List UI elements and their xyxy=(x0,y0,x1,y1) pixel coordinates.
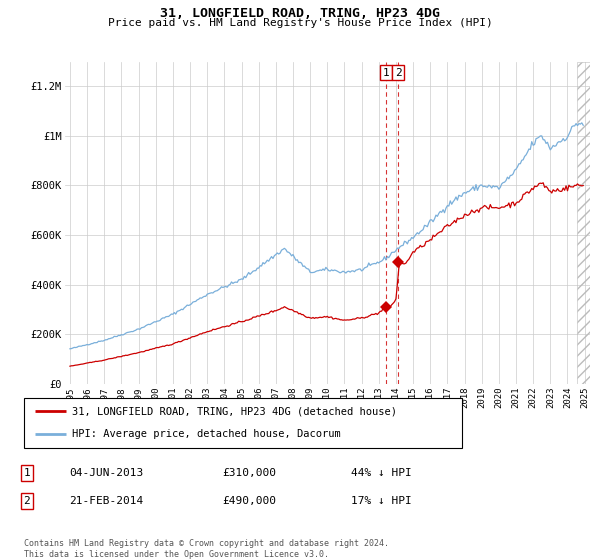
Text: 31, LONGFIELD ROAD, TRING, HP23 4DG (detached house): 31, LONGFIELD ROAD, TRING, HP23 4DG (det… xyxy=(72,406,397,416)
Text: 44% ↓ HPI: 44% ↓ HPI xyxy=(351,468,412,478)
Text: 1: 1 xyxy=(383,68,389,78)
Text: 17% ↓ HPI: 17% ↓ HPI xyxy=(351,496,412,506)
Text: 21-FEB-2014: 21-FEB-2014 xyxy=(69,496,143,506)
Text: 2: 2 xyxy=(395,68,401,78)
Text: £490,000: £490,000 xyxy=(222,496,276,506)
FancyBboxPatch shape xyxy=(24,398,462,448)
Text: £310,000: £310,000 xyxy=(222,468,276,478)
Text: HPI: Average price, detached house, Dacorum: HPI: Average price, detached house, Daco… xyxy=(72,430,341,440)
Text: 04-JUN-2013: 04-JUN-2013 xyxy=(69,468,143,478)
Text: Price paid vs. HM Land Registry's House Price Index (HPI): Price paid vs. HM Land Registry's House … xyxy=(107,18,493,29)
Text: 31, LONGFIELD ROAD, TRING, HP23 4DG: 31, LONGFIELD ROAD, TRING, HP23 4DG xyxy=(160,7,440,20)
Text: 2: 2 xyxy=(23,496,31,506)
Text: Contains HM Land Registry data © Crown copyright and database right 2024.
This d: Contains HM Land Registry data © Crown c… xyxy=(24,539,389,559)
Text: 1: 1 xyxy=(23,468,31,478)
